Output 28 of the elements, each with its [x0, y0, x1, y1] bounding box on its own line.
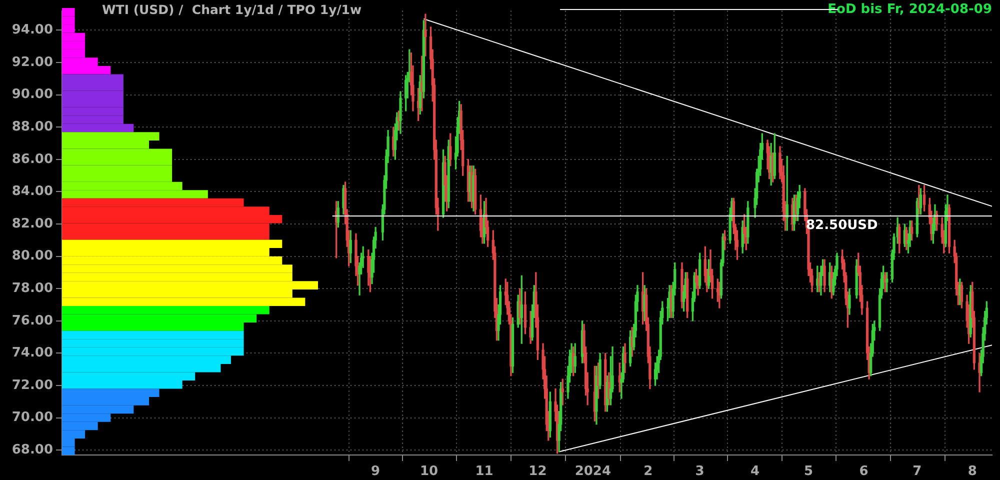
- y-tick-label: 88.00: [12, 119, 53, 134]
- y-tick-label: 72.00: [12, 378, 53, 393]
- y-tick-label: 82.00: [12, 216, 53, 232]
- y-tick-label: 68.00: [12, 442, 53, 458]
- y-tick-label: 92.00: [12, 54, 53, 70]
- y-tick-label: 70.00: [12, 410, 53, 426]
- x-tick-label: 4: [750, 464, 760, 480]
- chart-title: WTI (USD) / Chart 1y/1d / TPO 1y/1w: [100, 2, 364, 17]
- y-tick-label: 80.00: [12, 248, 53, 264]
- x-tick-label: 2: [644, 464, 653, 480]
- annotation: EoD bis Fr, 2024-08-09: [828, 2, 992, 17]
- x-tick-label: 6: [859, 464, 868, 480]
- y-tick-label: 90.00: [12, 87, 53, 102]
- x-tick-label: 9: [371, 464, 380, 480]
- x-tick-label: 7: [912, 464, 922, 480]
- x-tick-label: 2024: [574, 464, 612, 480]
- y-tick-label: 86.00: [12, 152, 53, 167]
- y-tick-label: 78.00: [12, 281, 53, 296]
- y-tick-label: 94.00: [12, 22, 53, 38]
- x-tick-label: 5: [804, 464, 814, 480]
- x-tick-label: 8: [968, 464, 977, 480]
- x-tick-label: 10: [420, 464, 438, 480]
- y-tick-label: 84.00: [12, 184, 53, 200]
- y-tick-label: 74.00: [12, 346, 53, 361]
- x-tick-label: 12: [528, 464, 547, 480]
- y-tick-label: 76.00: [12, 313, 53, 328]
- x-tick-label: 3: [695, 464, 704, 480]
- x-tick-label: 11: [475, 464, 494, 480]
